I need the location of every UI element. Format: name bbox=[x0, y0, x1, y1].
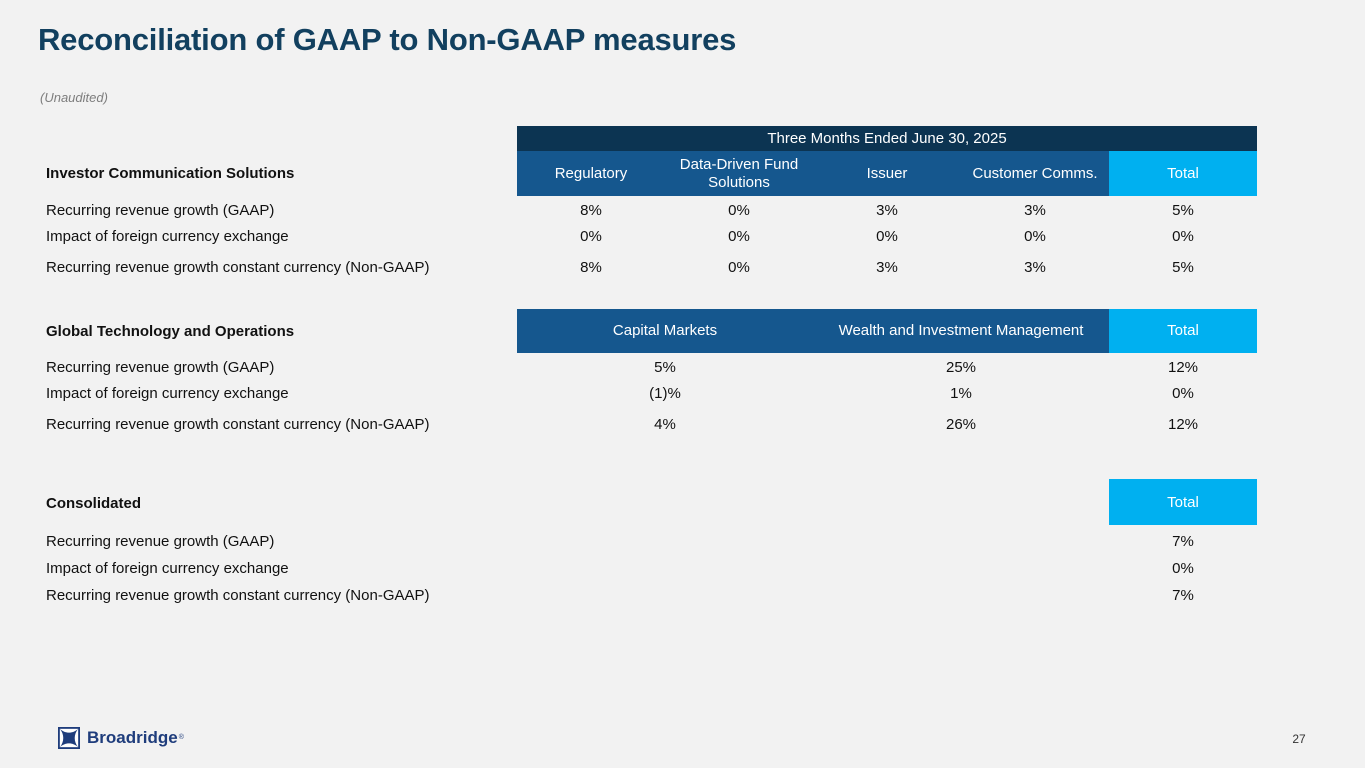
table-row: Recurring revenue growth constant curren… bbox=[46, 412, 1257, 437]
cell-value: 4% bbox=[654, 416, 676, 433]
table-row: Recurring revenue growth (GAAP) 7% bbox=[46, 529, 1257, 554]
row-label: Recurring revenue growth constant curren… bbox=[46, 587, 430, 604]
cell-value: 0% bbox=[728, 259, 750, 276]
cell-value: 3% bbox=[1024, 259, 1046, 276]
cell-value: 5% bbox=[1172, 202, 1194, 219]
table-row: Impact of foreign currency exchange 0% 0… bbox=[46, 224, 1257, 249]
period-header: Three Months Ended June 30, 2025 bbox=[517, 126, 1257, 151]
column-header-data-driven-fund-solutions: Data-Driven Fund Solutions bbox=[665, 151, 813, 196]
cell-value: 8% bbox=[580, 202, 602, 219]
table-row: Impact of foreign currency exchange 0% bbox=[46, 556, 1257, 581]
cell-value: 26% bbox=[945, 416, 977, 433]
row-label: Recurring revenue growth constant curren… bbox=[46, 259, 430, 276]
cell-value: 0% bbox=[1172, 385, 1194, 402]
cell-value: 3% bbox=[876, 202, 898, 219]
row-label: Recurring revenue growth constant curren… bbox=[46, 416, 430, 433]
row-label: Impact of foreign currency exchange bbox=[46, 228, 289, 245]
cell-value: 8% bbox=[580, 259, 602, 276]
cell-value: 3% bbox=[876, 259, 898, 276]
broadridge-logo-icon bbox=[58, 727, 80, 749]
cell-value: 25% bbox=[945, 359, 977, 376]
column-header-wealth-investment-management: Wealth and Investment Management bbox=[813, 309, 1109, 353]
row-label: Recurring revenue growth (GAAP) bbox=[46, 533, 275, 550]
table-row: Recurring revenue growth constant curren… bbox=[46, 255, 1257, 280]
cell-value: 12% bbox=[1167, 359, 1199, 376]
cell-value: 0% bbox=[728, 228, 750, 245]
column-header-capital-markets: Capital Markets bbox=[517, 309, 813, 353]
cell-value: 0% bbox=[580, 228, 602, 245]
section-label-ics: Investor Communication Solutions bbox=[46, 165, 295, 182]
column-header-total: Total bbox=[1109, 151, 1257, 196]
column-header-issuer: Issuer bbox=[813, 151, 961, 196]
section-label-consolidated: Consolidated bbox=[46, 495, 142, 512]
cell-value: 0% bbox=[876, 228, 898, 245]
unaudited-note: (Unaudited) bbox=[40, 90, 108, 105]
table-row: Recurring revenue growth (GAAP) 8% 0% 3%… bbox=[46, 198, 1257, 223]
row-label: Recurring revenue growth (GAAP) bbox=[46, 202, 275, 219]
column-header-customer-comms: Customer Comms. bbox=[961, 151, 1109, 196]
cell-value: 5% bbox=[1172, 259, 1194, 276]
cell-value: 0% bbox=[1024, 228, 1046, 245]
cell-value: (1)% bbox=[649, 385, 681, 402]
table-row: Recurring revenue growth (GAAP) 5% 25% 1… bbox=[46, 355, 1257, 380]
cell-value: 12% bbox=[1167, 416, 1199, 433]
section-label-gto: Global Technology and Operations bbox=[46, 323, 295, 340]
cell-value: 5% bbox=[654, 359, 676, 376]
broadridge-logo-text: Broadridge bbox=[87, 728, 178, 747]
registered-mark: ® bbox=[178, 734, 184, 741]
cell-value: 7% bbox=[1172, 587, 1194, 604]
column-header-total: Total bbox=[1109, 309, 1257, 353]
cell-value: 1% bbox=[950, 385, 972, 402]
table-row: Recurring revenue growth constant curren… bbox=[46, 583, 1257, 608]
page-title: Reconciliation of GAAP to Non-GAAP measu… bbox=[38, 22, 737, 57]
gto-header-row: Capital Markets Wealth and Investment Ma… bbox=[517, 309, 1257, 353]
page-number: 27 bbox=[1292, 732, 1306, 746]
cell-value: 7% bbox=[1172, 533, 1194, 550]
row-label: Impact of foreign currency exchange bbox=[46, 385, 289, 402]
column-header-total: Total bbox=[1109, 479, 1257, 525]
cell-value: 0% bbox=[728, 202, 750, 219]
row-label: Recurring revenue growth (GAAP) bbox=[46, 359, 275, 376]
row-label: Impact of foreign currency exchange bbox=[46, 560, 289, 577]
cell-value: 3% bbox=[1024, 202, 1046, 219]
broadridge-logo: Broadridge ® bbox=[58, 726, 184, 750]
cell-value: 0% bbox=[1172, 228, 1194, 245]
cell-value: 0% bbox=[1172, 560, 1194, 577]
table-row: Impact of foreign currency exchange (1)%… bbox=[46, 381, 1257, 406]
ics-header-row: Regulatory Data-Driven Fund Solutions Is… bbox=[517, 151, 1257, 196]
column-header-regulatory: Regulatory bbox=[517, 151, 665, 196]
